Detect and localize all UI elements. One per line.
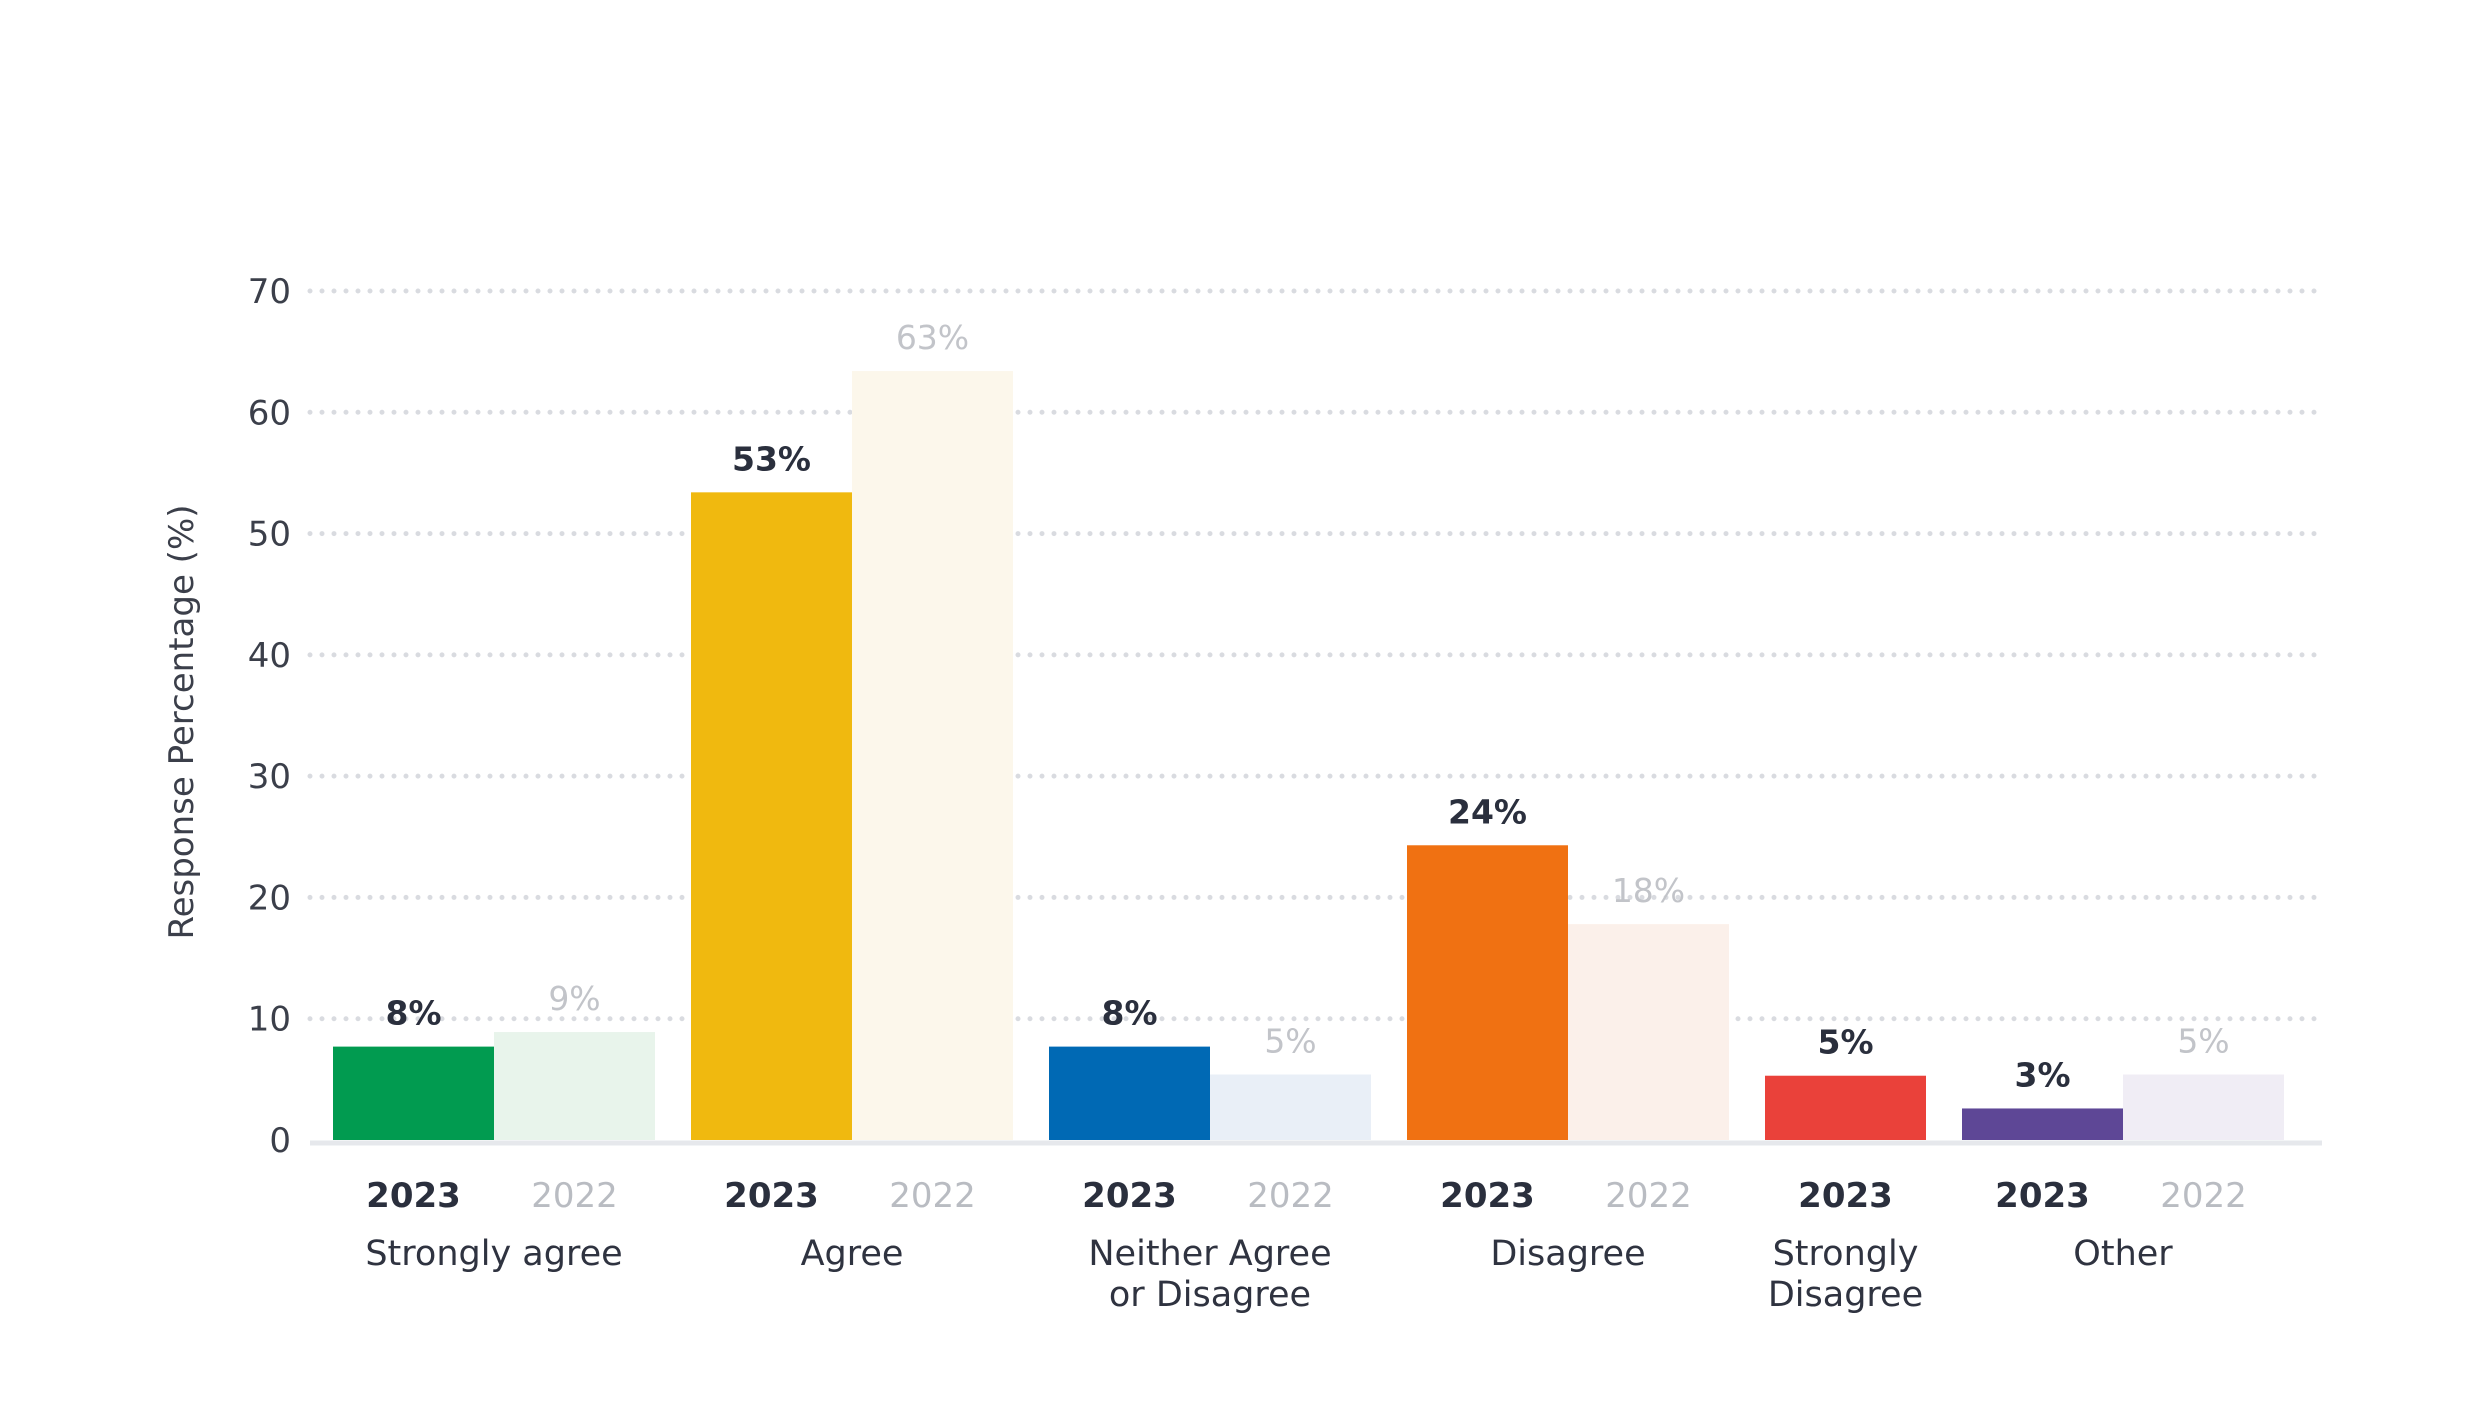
y-tick-label: 10 xyxy=(248,1000,291,1040)
bar-2023 xyxy=(1765,1075,1926,1140)
bars xyxy=(333,371,2284,1140)
x-tick-year-2022: 2022 xyxy=(1247,1176,1334,1216)
category-label: Agree xyxy=(801,1234,904,1274)
y-axis-label: Response Percentage (%) xyxy=(162,504,202,939)
y-tick-label: 0 xyxy=(269,1121,291,1161)
bar-2022 xyxy=(852,371,1013,1140)
x-tick-year-2022: 2022 xyxy=(1605,1176,1692,1216)
bar-2022 xyxy=(1568,924,1729,1140)
value-label-2023: 8% xyxy=(1101,994,1157,1033)
value-label-2023: 3% xyxy=(2014,1055,2070,1094)
x-tick-year-2023: 2023 xyxy=(1995,1176,2090,1216)
value-label-2023: 5% xyxy=(1817,1023,1873,1062)
category-label: Strongly xyxy=(1773,1234,1919,1274)
x-tick-year-2023: 2023 xyxy=(1082,1176,1177,1216)
bar-2023 xyxy=(691,492,852,1140)
bar-2023 xyxy=(1962,1108,2123,1140)
bar-2023 xyxy=(1049,1046,1210,1140)
category-label: Disagree xyxy=(1768,1275,1923,1315)
y-axis-ticks: 0 10 20 30 40 50 60 70 xyxy=(248,272,291,1161)
x-tick-year-2023: 2023 xyxy=(724,1176,819,1216)
bar-2023 xyxy=(1407,845,1568,1140)
value-label-2023: 8% xyxy=(385,994,441,1033)
x-tick-year-2023: 2023 xyxy=(1798,1176,1893,1216)
y-tick-label: 50 xyxy=(248,515,291,555)
category-label: Strongly agree xyxy=(365,1234,622,1274)
value-label-2022: 63% xyxy=(896,318,969,357)
x-tick-year-2022: 2022 xyxy=(531,1176,618,1216)
x-tick-year-2022: 2022 xyxy=(2160,1176,2247,1216)
category-label: Disagree xyxy=(1490,1234,1645,1274)
x-axis-labels: 2023 2022 Strongly agree 2023 2022 Agree 2023 2… xyxy=(365,1176,2246,1315)
value-label-2023: 24% xyxy=(1448,792,1527,831)
bar-2022 xyxy=(494,1032,655,1140)
category-label: Other xyxy=(2073,1234,2173,1274)
y-tick-label: 70 xyxy=(248,272,291,312)
x-tick-year-2023: 2023 xyxy=(366,1176,461,1216)
x-tick-year-2022: 2022 xyxy=(889,1176,976,1216)
bar-2022 xyxy=(1210,1074,1371,1140)
gridlines xyxy=(307,288,2325,1022)
value-label-2022: 18% xyxy=(1612,871,1685,910)
category-label: or Disagree xyxy=(1109,1275,1311,1315)
value-label-2022: 5% xyxy=(1264,1022,1316,1061)
value-label-2022: 5% xyxy=(2177,1022,2229,1061)
bar-2023 xyxy=(333,1046,494,1140)
bar-2022 xyxy=(2123,1074,2284,1140)
y-tick-label: 30 xyxy=(248,757,291,797)
value-label-2022: 9% xyxy=(548,979,600,1018)
value-labels: 8% 9% 53% 63% 8% 5% 24% 18% 5% 3% 5% xyxy=(385,318,2229,1094)
x-tick-year-2023: 2023 xyxy=(1440,1176,1535,1216)
category-label: Neither Agree xyxy=(1088,1234,1331,1274)
y-tick-label: 60 xyxy=(248,393,291,433)
y-tick-label: 20 xyxy=(248,878,291,918)
y-tick-label: 40 xyxy=(248,636,291,676)
value-label-2023: 53% xyxy=(732,439,811,478)
